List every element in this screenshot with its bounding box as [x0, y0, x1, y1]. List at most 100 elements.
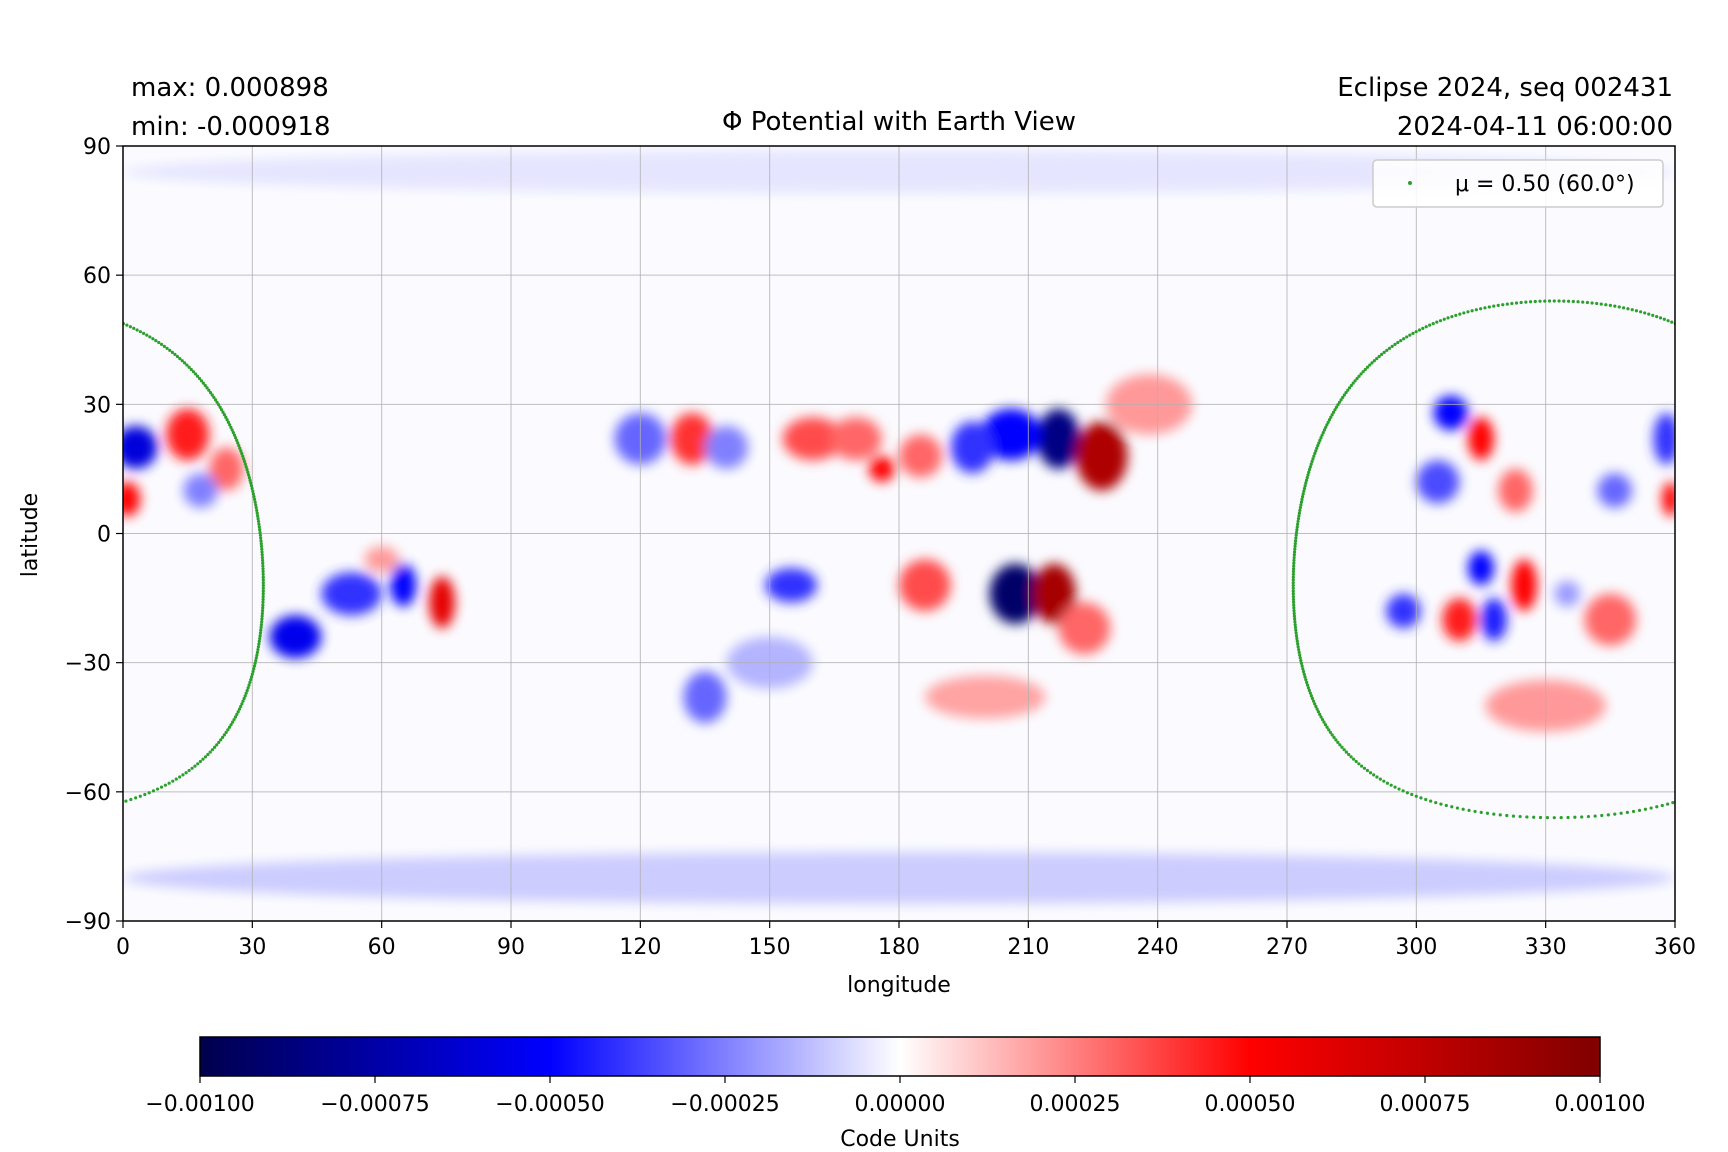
earth-view-point	[14, 816, 17, 819]
earth-view-point	[239, 449, 243, 453]
earth-view-point	[1336, 403, 1340, 407]
earth-view-point	[1297, 514, 1301, 518]
earth-view-point	[170, 350, 174, 354]
earth-view-point	[181, 773, 185, 777]
earth-view-point	[1417, 328, 1422, 332]
earth-view-point	[1712, 786, 1715, 789]
earth-view-point	[48, 302, 51, 305]
earth-view-point	[260, 617, 264, 621]
earth-view-point	[1309, 694, 1313, 698]
earth-view-point	[1365, 365, 1370, 369]
earth-view-point	[159, 342, 164, 347]
earth-view-point	[196, 762, 200, 766]
earth-view-point	[118, 321, 121, 324]
earth-view-point	[1292, 614, 1297, 618]
earth-view-point	[189, 367, 193, 372]
earth-view-point	[119, 801, 122, 804]
earth-view-point	[1706, 339, 1709, 342]
earth-view-point	[35, 815, 38, 818]
earth-view-point	[1505, 813, 1509, 818]
earth-view-point	[242, 457, 246, 461]
earth-view-point	[1617, 305, 1621, 309]
earth-view-point	[1327, 728, 1331, 732]
earth-view-point	[1296, 517, 1301, 521]
earth-view-point	[233, 715, 238, 719]
earth-view-point	[1524, 300, 1528, 304]
earth-view-point	[227, 725, 232, 729]
earth-view-point	[1590, 301, 1594, 305]
earth-view-point	[245, 467, 249, 472]
y-tick-label: −60	[65, 781, 111, 806]
earth-view-point	[1518, 814, 1522, 819]
earth-view-point	[257, 525, 261, 529]
earth-view-point	[1296, 522, 1300, 526]
earth-view-point	[1307, 688, 1311, 693]
earth-view-point	[220, 735, 225, 739]
earth-view-point	[1634, 309, 1639, 313]
earth-view-point	[1599, 302, 1603, 306]
earth-view-point	[1677, 324, 1680, 327]
earth-view-point	[1649, 806, 1653, 810]
earth-view-point	[1708, 787, 1711, 790]
earth-view-point	[1295, 639, 1299, 643]
earth-view-point	[1296, 645, 1300, 649]
earth-view-point	[10, 300, 13, 303]
earth-view-point	[125, 323, 129, 327]
earth-view-point	[235, 438, 239, 442]
heatmap-feature-14	[269, 615, 322, 659]
earth-view-point	[1428, 323, 1432, 327]
earth-view-point	[1313, 451, 1317, 456]
earth-view-point	[259, 628, 263, 632]
earth-view-point	[1320, 433, 1324, 437]
earth-view-point	[1360, 764, 1364, 768]
colorbar-label: Code Units	[840, 1127, 960, 1152]
earth-view-point	[1455, 806, 1460, 810]
earth-view-point	[193, 372, 198, 376]
earth-view-point	[1351, 381, 1355, 385]
earth-view-point	[1385, 781, 1390, 785]
heatmap-feature-31	[1468, 417, 1494, 461]
earth-view-point	[178, 775, 182, 779]
earth-view-point	[1337, 400, 1342, 404]
earth-view-point	[43, 302, 46, 305]
earth-view-point	[91, 311, 94, 314]
earth-view-point	[224, 415, 228, 419]
earth-view-point	[210, 393, 214, 397]
heatmap-feature-37	[1468, 550, 1494, 586]
earth-view-point	[1291, 572, 1295, 576]
earth-view-point	[1639, 310, 1643, 314]
earth-view-point	[1586, 814, 1591, 819]
earth-view-point	[1294, 530, 1299, 535]
earth-view-point	[258, 634, 262, 638]
heatmap-feature-7	[1058, 602, 1111, 655]
earth-view-point	[1704, 789, 1707, 792]
earth-view-point	[1293, 617, 1297, 621]
earth-view-point	[260, 553, 264, 557]
earth-view-point	[1585, 300, 1590, 305]
earth-view-point	[1305, 476, 1309, 480]
earth-view-point	[260, 558, 265, 562]
earth-view-point	[1442, 317, 1446, 321]
earth-view-point	[1302, 489, 1306, 493]
earth-view-point	[1382, 779, 1386, 783]
earth-view-point	[1293, 620, 1297, 624]
earth-view-point	[1393, 342, 1397, 347]
earth-view-point	[1377, 354, 1381, 359]
earth-view-point	[1357, 374, 1361, 378]
earth-view-point	[1492, 304, 1496, 308]
earth-view-point	[258, 636, 262, 641]
earth-view-point	[134, 796, 138, 800]
earth-view-point	[1292, 550, 1297, 554]
earth-view-point	[208, 750, 212, 754]
earth-view-point	[1340, 745, 1344, 749]
earth-view-point	[1309, 462, 1313, 466]
earth-view-point	[61, 305, 64, 308]
earth-view-point	[1581, 300, 1585, 304]
earth-view-point	[1691, 330, 1694, 333]
earth-view-point	[1408, 333, 1412, 337]
earth-view-point	[1304, 478, 1309, 482]
earth-view-point	[219, 738, 223, 742]
earth-view-point	[1294, 536, 1298, 540]
earth-view-point	[151, 789, 156, 793]
earth-view-point	[1322, 428, 1327, 432]
